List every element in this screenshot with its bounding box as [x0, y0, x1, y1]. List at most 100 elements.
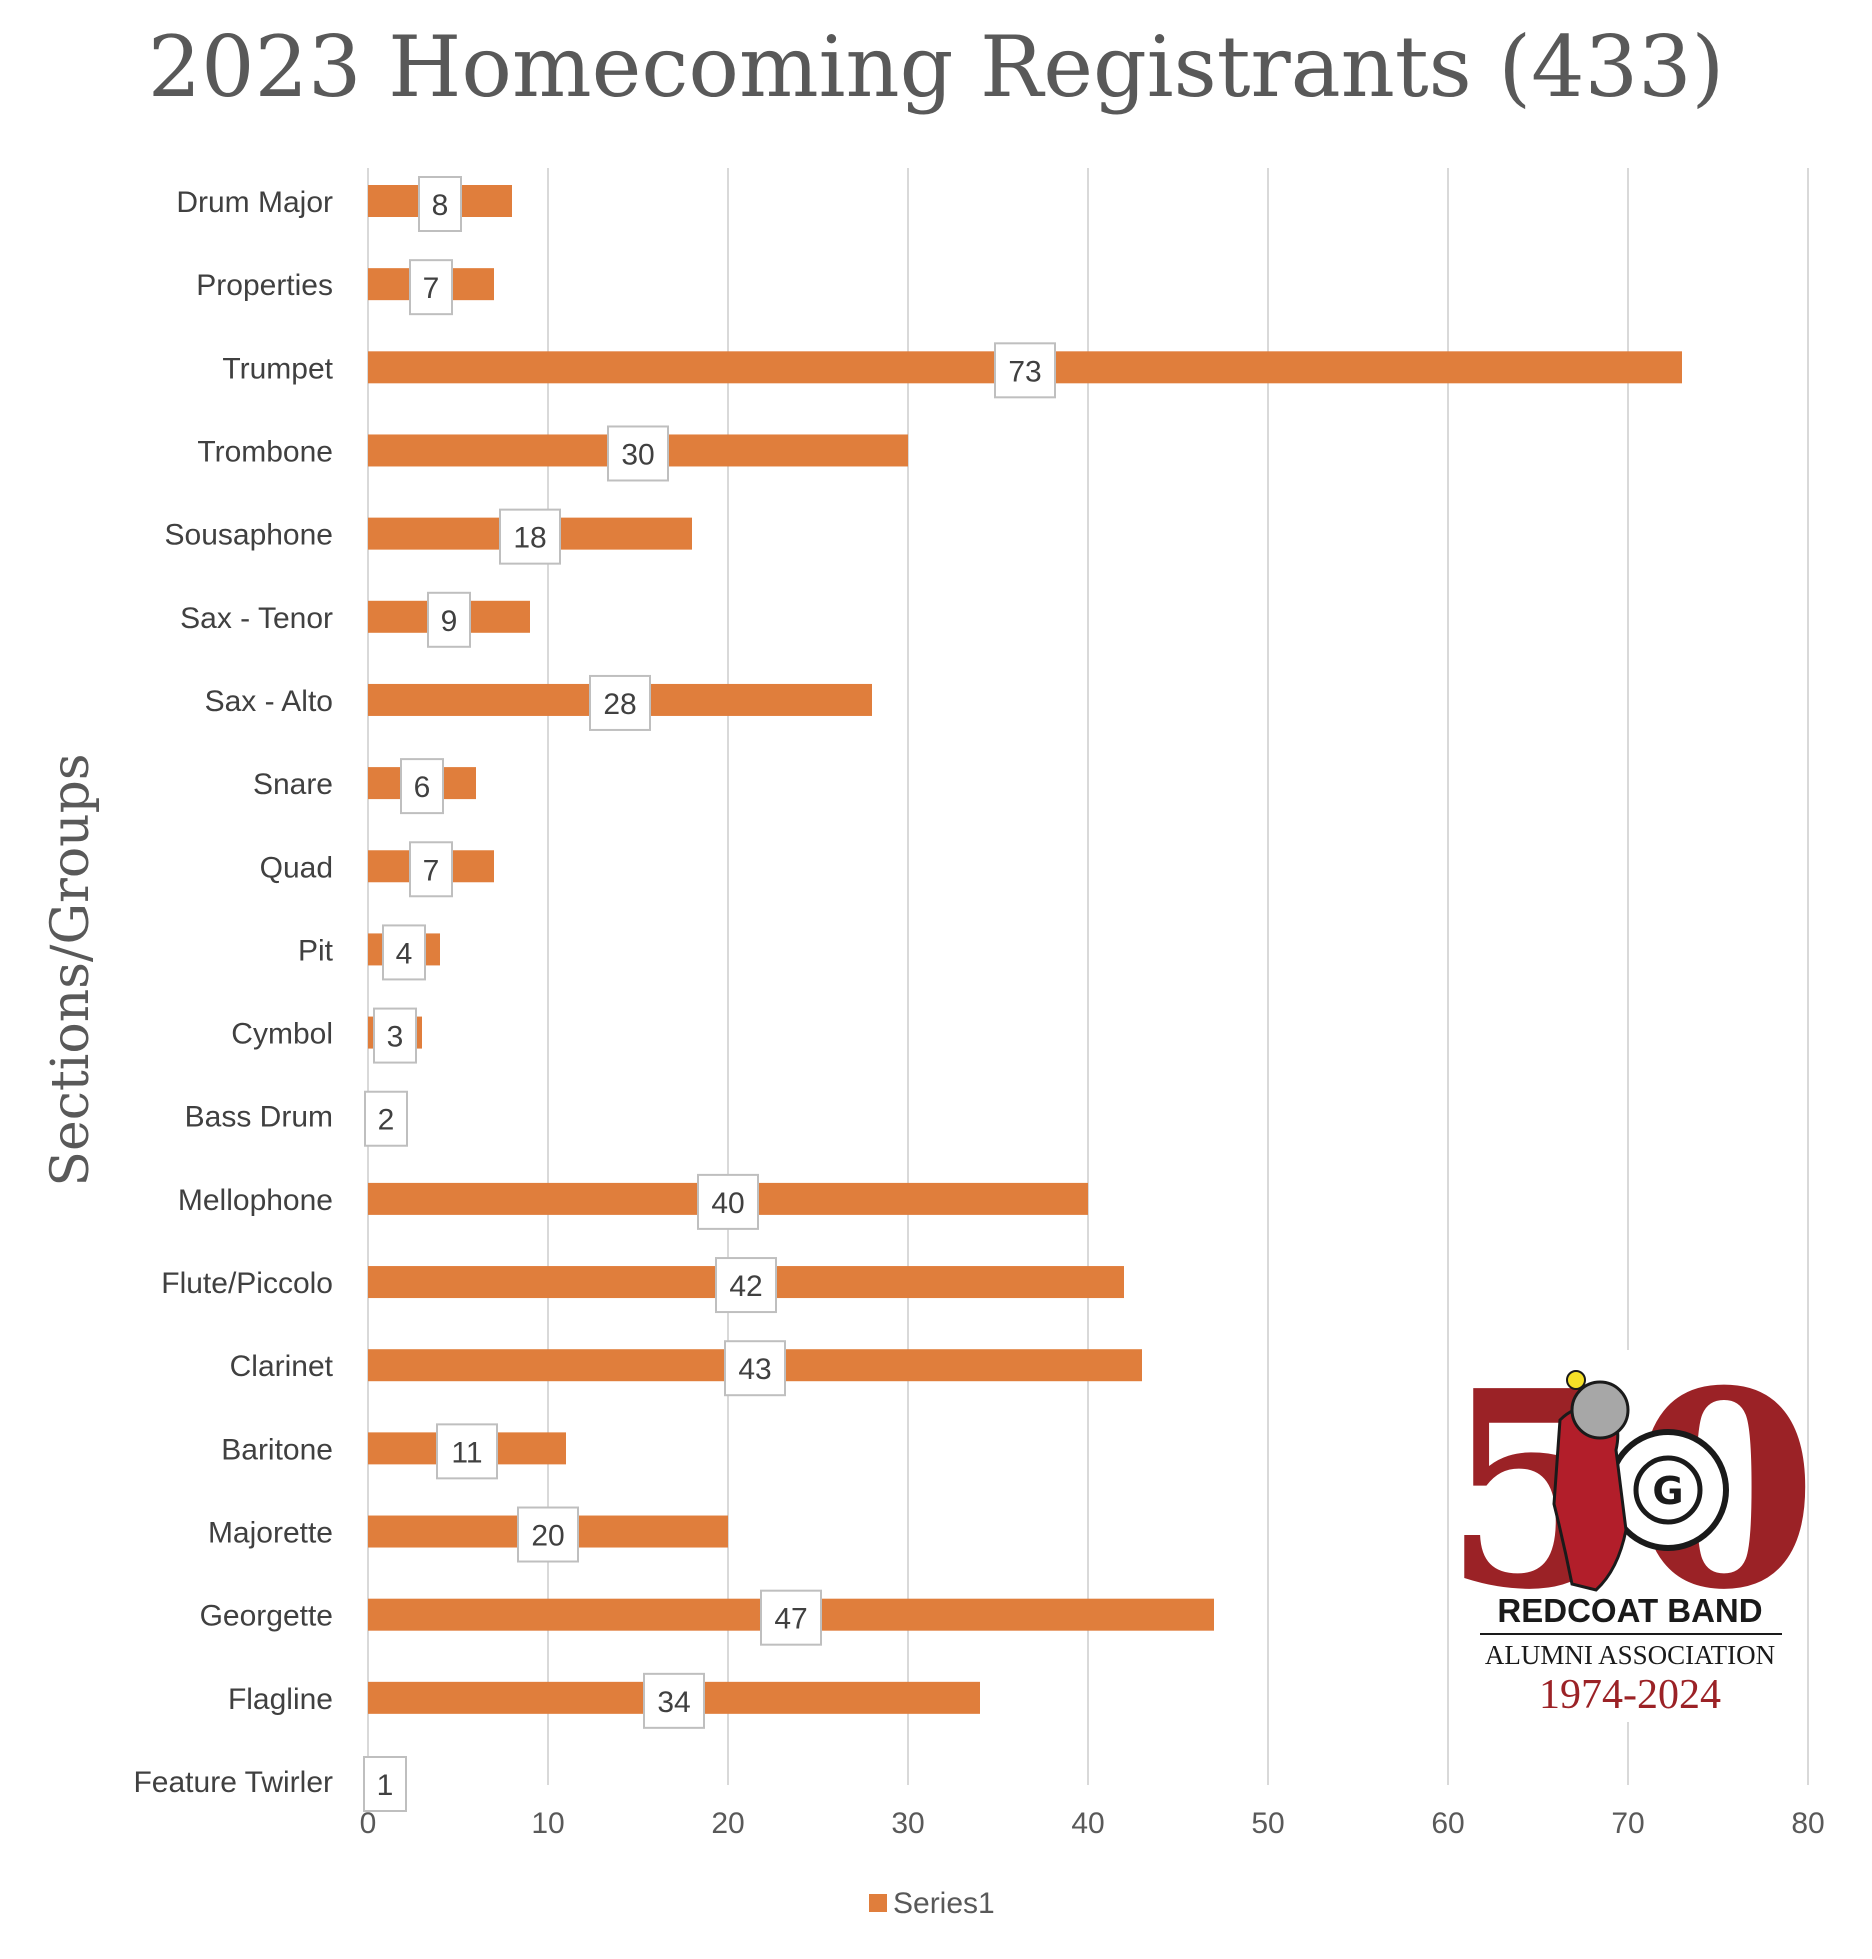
bulldog-drummer-mascot: G	[1552, 1370, 1729, 1592]
data-label-box	[418, 176, 462, 232]
bar-group: Georgette 47	[200, 1589, 1214, 1646]
bar-group: Snare 6	[253, 758, 476, 815]
category-label: Majorette	[208, 1517, 333, 1550]
data-label-box	[589, 674, 651, 731]
x-tick-label: 0	[360, 1807, 377, 1840]
x-tick-label: 30	[891, 1807, 924, 1840]
data-label: 3	[387, 1021, 404, 1054]
category-label: Mellophone	[178, 1184, 333, 1217]
drum-letter: G	[1652, 1469, 1683, 1513]
bar-group: Baritone 11	[221, 1423, 566, 1480]
bar-group: Majorette 20	[208, 1506, 728, 1563]
bar-group: Sax - Alto 28	[205, 674, 872, 731]
data-label-box	[364, 1090, 408, 1147]
bar-group: Feature Twirler 1	[133, 1756, 407, 1812]
data-label-box	[409, 259, 453, 316]
x-tick-label: 10	[531, 1807, 564, 1840]
bar-group: Flagline 34	[228, 1672, 980, 1729]
drum-g-emblem	[1633, 1455, 1703, 1525]
bar-group: Flute/Piccolo 42	[161, 1257, 1124, 1314]
category-label: Sousaphone	[165, 519, 334, 552]
data-label-box	[760, 1589, 822, 1646]
logo-line-1: REDCOAT BAND	[1497, 1592, 1762, 1629]
category-label: Cymbol	[231, 1018, 333, 1051]
data-label-box	[697, 1173, 759, 1230]
category-label: Trombone	[197, 435, 333, 468]
category-label: Quad	[260, 851, 333, 884]
category-label: Flute/Piccolo	[161, 1267, 333, 1300]
data-label-box	[363, 1756, 407, 1812]
x-tick-label: 60	[1431, 1807, 1464, 1840]
data-label-box	[409, 841, 453, 898]
data-label: 43	[738, 1353, 771, 1386]
data-label: 40	[711, 1187, 744, 1220]
x-tick-label: 70	[1611, 1807, 1644, 1840]
y-axis-label: Sections/Groups	[41, 753, 101, 1186]
bulldog-head-icon	[1570, 1380, 1630, 1440]
category-label: Pit	[298, 934, 334, 967]
x-tick-label: 50	[1251, 1807, 1284, 1840]
data-label: 47	[774, 1603, 807, 1636]
data-label: 34	[657, 1686, 690, 1719]
bar-group: Properties 7	[196, 259, 494, 316]
data-label-box	[382, 924, 426, 981]
category-label: Sax - Alto	[205, 685, 333, 718]
data-label: 8	[432, 189, 449, 222]
data-label-box	[400, 758, 444, 815]
category-label: Bass Drum	[185, 1101, 333, 1134]
bar-group: Sax - Tenor 9	[180, 591, 530, 648]
legend-label: Series1	[893, 1887, 995, 1920]
data-label: 73	[1008, 355, 1041, 388]
data-label-box	[436, 1423, 498, 1480]
data-label-box	[724, 1340, 786, 1397]
category-label: Properties	[196, 269, 333, 302]
data-label: 20	[531, 1520, 564, 1553]
data-label: 2	[378, 1104, 395, 1137]
x-tick-label: 20	[711, 1807, 744, 1840]
alumni-logo: 50 G REDCOAT BAND ALUMNI ASSOCIATION 197…	[1442, 1331, 1818, 1722]
category-label: Snare	[253, 768, 333, 801]
data-label-box	[499, 508, 561, 565]
bar-group: Quad 7	[260, 841, 494, 898]
data-label: 1	[377, 1769, 394, 1802]
logo-line-2: ALUMNI ASSOCIATION	[1485, 1640, 1775, 1670]
data-label-box	[994, 342, 1056, 399]
data-label-box	[517, 1506, 579, 1563]
category-label: Clarinet	[230, 1350, 334, 1383]
x-tick-label: 80	[1791, 1807, 1824, 1840]
data-label-box	[373, 1007, 417, 1064]
bar-group: Trumpet 73	[222, 342, 1682, 399]
data-label-box	[427, 591, 471, 648]
bar-group: Bass Drum 2	[185, 1090, 408, 1147]
drumstick-tip-icon	[1566, 1370, 1586, 1390]
data-label: 4	[396, 937, 413, 970]
logo-line-3: 1974-2024	[1539, 1672, 1721, 1718]
bar-group: Clarinet 43	[230, 1340, 1142, 1397]
data-label: 42	[729, 1270, 762, 1303]
data-label: 9	[441, 605, 458, 638]
x-tick-label: 40	[1071, 1807, 1104, 1840]
category-label: Baritone	[221, 1433, 333, 1466]
x-axis-ticks: 0 10 20 30 40 50 60 70 80	[360, 1807, 1825, 1840]
chart-title: 2023 Homecoming Registrants (433)	[148, 18, 1725, 116]
data-label: 7	[423, 272, 440, 305]
category-label: Georgette	[200, 1600, 333, 1633]
data-label-box	[643, 1672, 705, 1729]
bar-group: Drum Major 8	[176, 176, 512, 232]
data-label: 7	[423, 854, 440, 887]
data-label: 11	[451, 1436, 482, 1469]
bar-group: Mellophone 40	[178, 1173, 1088, 1230]
data-label-box	[607, 425, 669, 482]
bar-group: Pit 4	[298, 924, 440, 981]
data-label: 18	[513, 522, 546, 555]
data-label-box	[715, 1257, 777, 1314]
bar-group: Trombone 30	[197, 425, 908, 482]
category-label: Trumpet	[222, 352, 333, 385]
category-label: Sax - Tenor	[180, 602, 333, 635]
category-label: Flagline	[228, 1683, 333, 1716]
data-label: 6	[414, 771, 431, 804]
bar-group: Cymbol 3	[231, 1007, 422, 1064]
data-label: 28	[603, 688, 636, 721]
